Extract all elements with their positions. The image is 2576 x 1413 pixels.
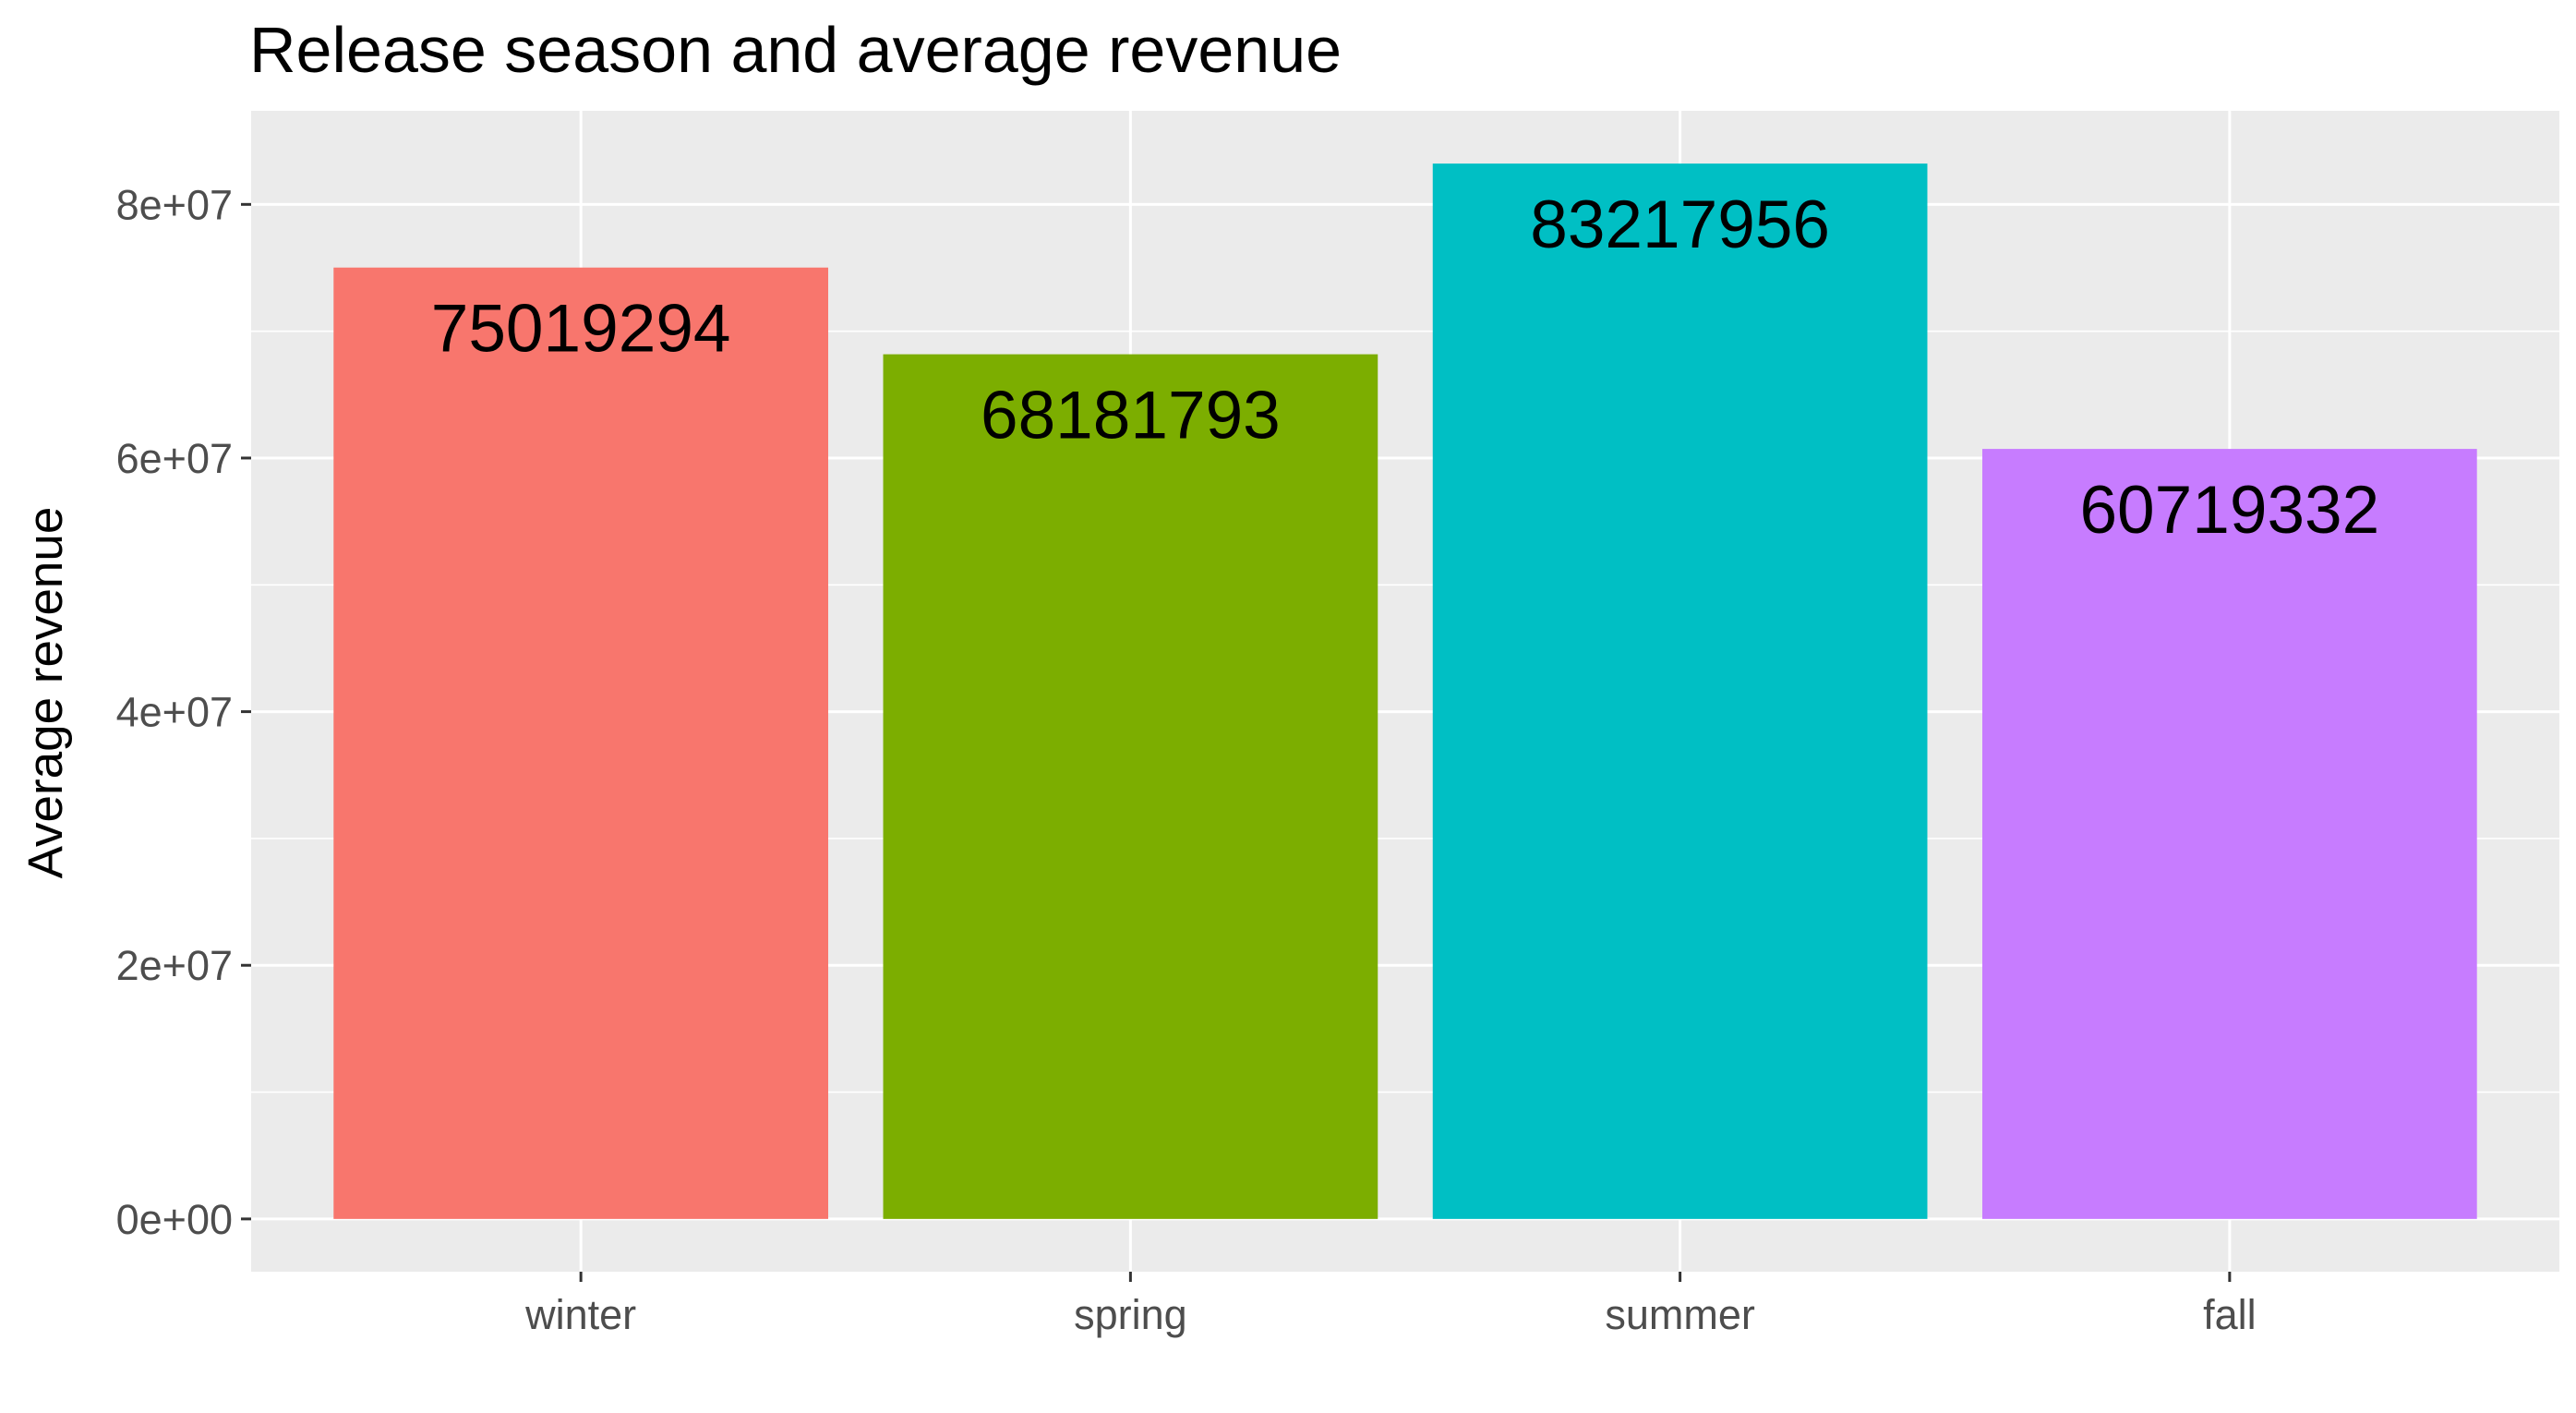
x-tick-label: winter <box>524 1291 636 1338</box>
y-tick-label: 2e+07 <box>116 942 233 989</box>
y-tick-label: 6e+07 <box>116 435 233 482</box>
bar-labels: 75019294 68181793 83217956 60719332 <box>431 187 2380 548</box>
x-tick-label: spring <box>1074 1291 1187 1338</box>
bars <box>333 163 2477 1219</box>
bar-summer <box>1432 163 1928 1219</box>
data-label-summer: 83217956 <box>1530 187 1830 262</box>
bar-fall <box>1982 449 2477 1219</box>
y-tick-label: 8e+07 <box>116 181 233 228</box>
data-label-spring: 68181793 <box>981 379 1281 453</box>
y-tick-label: 0e+00 <box>116 1196 233 1243</box>
data-label-winter: 75019294 <box>431 292 731 367</box>
bar-winter <box>333 267 828 1219</box>
data-label-fall: 60719332 <box>2079 473 2379 548</box>
bar-spring <box>883 354 1378 1219</box>
y-axis: 0e+00 2e+07 4e+07 6e+07 8e+07 <box>116 181 251 1243</box>
x-axis: winter spring summer fall <box>524 1272 2257 1338</box>
x-tick-label: summer <box>1605 1291 1755 1338</box>
x-tick-label: fall <box>2203 1291 2257 1338</box>
y-axis-title: Average revenue <box>18 507 73 879</box>
chart-title: Release season and average revenue <box>249 14 1342 86</box>
y-tick-label: 4e+07 <box>116 689 233 736</box>
